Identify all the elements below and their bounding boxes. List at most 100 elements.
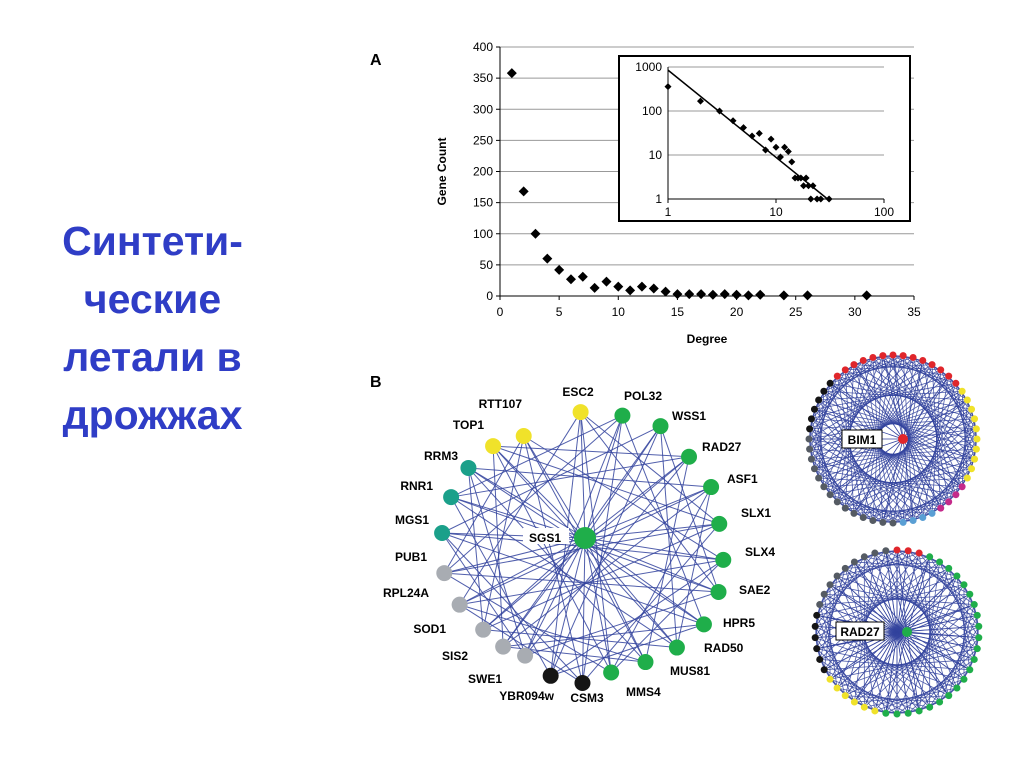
mini-edge [907,550,978,616]
mini-node [945,372,953,380]
mini-node [937,504,945,512]
mini-edge [824,550,909,595]
inset-data-point [813,195,821,203]
y-tick-label: 350 [473,71,493,85]
mini-node [820,666,828,674]
mini-edge [940,428,977,509]
mini-edge [814,626,865,708]
mini-edge [882,438,904,523]
data-point [731,289,742,300]
mini-edge [885,550,908,633]
mini-edge [922,360,977,430]
data-point [755,289,766,300]
mini-edge [816,648,887,714]
data-point [696,289,707,300]
network-edge [482,523,720,631]
mini-node [826,675,834,683]
mini-node [960,581,968,589]
mini-node [960,675,968,683]
mini-label-box [841,429,883,449]
mini-edge [874,552,965,586]
network-edge [523,435,586,539]
mini-node [820,483,828,491]
mini-edge [882,355,972,470]
mini-edge [845,507,933,514]
mini-edge [896,659,975,715]
y-tick-label: 200 [473,165,493,179]
mini-node [841,564,849,572]
network-edge [584,537,612,673]
node-label: SIS2 [442,649,468,663]
node-label: RAD50 [704,641,744,655]
y-tick-label: 250 [473,133,493,147]
mini-node [807,455,815,463]
mini-node [879,518,887,526]
network-node [515,427,532,444]
mini-node [970,601,978,609]
mini-node [833,684,841,692]
mini-edge [912,458,975,521]
mini-node [826,581,834,589]
x-tick-label: 15 [671,305,685,319]
network-node [652,418,669,435]
data-point [589,282,600,293]
inset-data-point [762,146,770,154]
mini-edge [823,594,838,689]
mini-edge [818,354,894,401]
network-node [703,479,720,496]
network-edge [584,537,724,561]
mini-edge [853,364,941,371]
mini-edge [961,399,968,487]
mini-edge [811,458,874,521]
network-edge [467,467,526,656]
data-point [636,281,647,292]
node-label: RAD27 [702,440,742,454]
mini-edge [819,604,846,696]
slide-title-line: дрожжах [62,392,243,438]
data-point [778,290,789,301]
slide-title-line: ческие [83,276,222,322]
mini-node [926,703,934,711]
mini-edge [837,501,923,518]
node-label: SWE1 [468,672,502,686]
mini-node [833,372,841,380]
x-tick-label: 25 [789,305,803,319]
inset-x-tick-label: 100 [874,205,894,219]
mini-edge [955,409,972,495]
network-edge [581,415,623,684]
y-tick-label: 150 [473,196,493,210]
mini-edge [830,494,914,521]
mini-edge [918,552,980,627]
mini-edge [885,550,909,714]
mini-edge [814,637,876,712]
mini-edge [931,364,978,440]
network-edge [459,604,646,663]
mini-node [928,509,936,517]
network-edge [584,537,646,663]
mini-edge [872,494,956,521]
mini-node [971,455,979,463]
mini-node [816,655,824,663]
network-edge [492,445,586,539]
center-node-label: SGS1 [529,531,561,545]
mini-edge [818,477,894,524]
mini-node [850,558,858,566]
mini-node [973,435,981,443]
mini-edge [874,678,965,712]
mini-node [893,710,901,718]
node-label: MUS81 [670,664,710,678]
mini-edge [823,575,838,670]
node-label: SAE2 [739,583,771,597]
y-tick-label: 100 [473,227,493,241]
mini-edge [854,561,908,633]
x-tick-label: 30 [848,305,862,319]
network-edge [659,426,678,648]
mini-node [952,491,960,499]
mini-edge [948,418,975,502]
network-edge [550,623,705,677]
mini-edge [808,438,855,514]
network-node [572,404,589,421]
mini-node [966,666,974,674]
mini-edge [809,428,846,509]
mini-node [963,396,971,404]
